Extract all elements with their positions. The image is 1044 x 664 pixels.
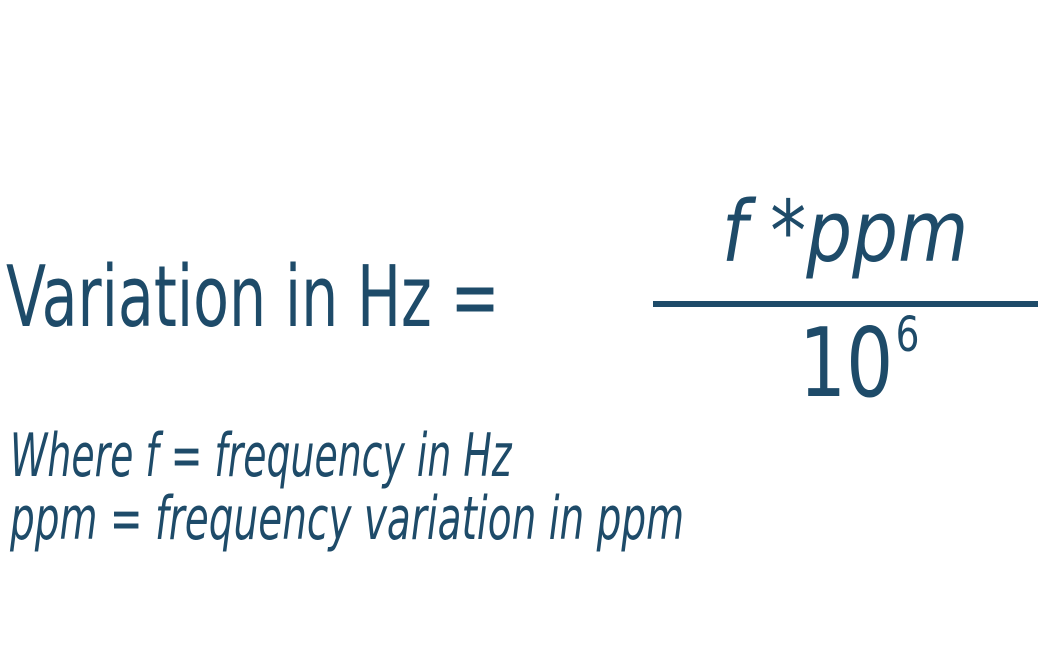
- denominator-base: 10: [799, 309, 894, 419]
- denominator-text: 106: [799, 311, 919, 412]
- numerator-text: f *ppm: [722, 183, 969, 282]
- note-line-2: ppm = frequency variation in ppm: [10, 484, 685, 554]
- denominator-exponent: 6: [895, 307, 920, 363]
- fraction-bar: [653, 301, 1038, 307]
- equation-numerator: f *ppm: [653, 190, 1038, 275]
- equation-lhs: Variation in Hz =: [6, 248, 500, 347]
- equation-denominator: 106: [653, 311, 1038, 412]
- note-line-1: Where f = frequency in Hz: [10, 421, 512, 491]
